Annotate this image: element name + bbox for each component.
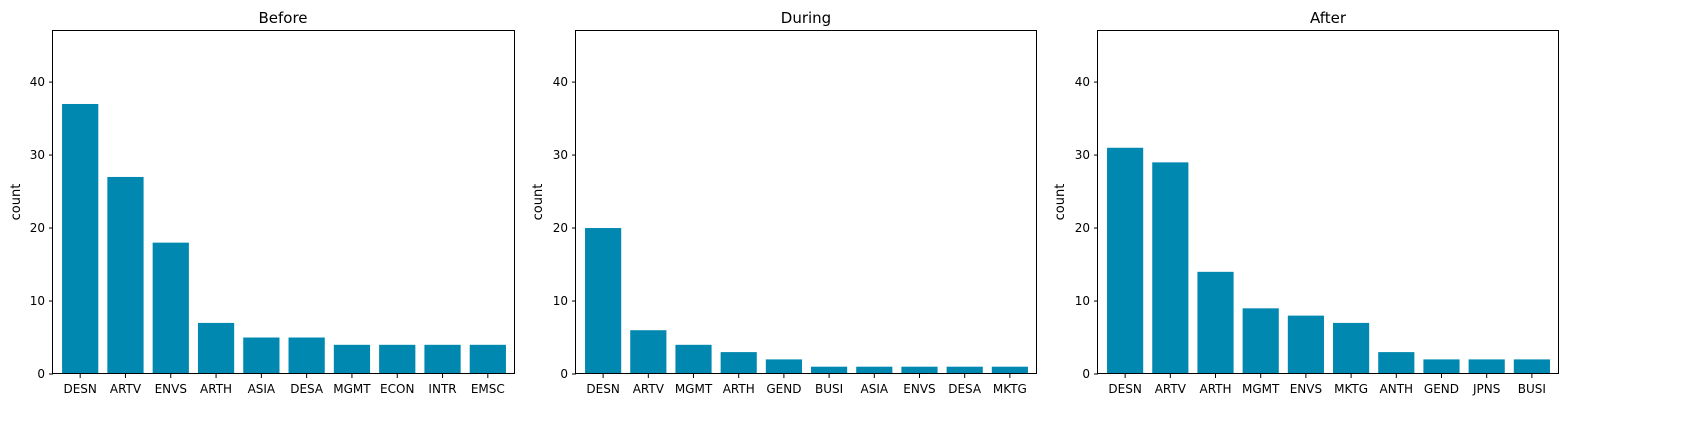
bar-envs [901,366,938,374]
bar-desn [62,103,99,374]
bar-mgmt [333,344,371,374]
axes-frame [1097,30,1559,374]
panel-during: During count DESN ARTV MGMT ARTH GEND BUSI ASI… [531,9,1037,396]
bar-asia [856,366,893,374]
x-tick-label: MKTG [1334,382,1368,396]
bar-group [585,228,1028,374]
y-tick-label: 30 [1075,148,1090,162]
x-tick-label: ARTH [723,382,755,396]
bar-group [62,103,506,374]
y-tick-label: 30 [553,148,568,162]
x-tick-label: ARTV [1155,382,1187,396]
x-tick-label: MGMT [1242,382,1280,396]
bar-busi [1513,359,1550,374]
y-tick-label: 40 [30,75,45,89]
panel-after: After count DESN ARTV ARTH MGMT ENVS MKTG ANTH… [1053,9,1559,396]
x-tick-label: ARTV [633,382,665,396]
bar-envs [1287,315,1324,374]
bar-intr [424,344,461,374]
bar-mktg [1333,322,1370,374]
x-tick-label: DESN [1108,382,1141,396]
bar-mgmt [675,344,712,374]
y-tick-label: 20 [553,221,568,235]
x-tick-label: ASIA [248,382,276,396]
x-tick-label: ASIA [861,382,889,396]
y-tick-label: 0 [560,367,568,381]
bar-jpns [1468,359,1505,374]
bar-group [1107,147,1550,374]
x-tick-label: GEND [1424,382,1459,396]
bar-artv [1152,162,1189,374]
x-tick-label: INTR [428,382,456,396]
x-tick-label: ENVS [903,382,935,396]
panel-title: Before [258,9,307,27]
x-tick-label: ARTH [1199,382,1231,396]
x-tick-label: ARTH [200,382,232,396]
bar-desn [1107,147,1144,374]
bar-anth [1378,352,1415,374]
x-tick-label: ENVS [155,382,187,396]
x-tick-label: MKTG [993,382,1027,396]
bar-artv [630,330,667,374]
y-tick-label: 10 [1075,294,1090,308]
bar-desn [585,228,622,374]
y-tick-label: 0 [37,367,45,381]
x-tick-label: EMSC [471,382,505,396]
y-tick-label: 40 [553,75,568,89]
y-tick-label: 40 [1075,75,1090,89]
axes-frame [52,30,515,374]
x-tick-label: DESA [948,382,982,396]
x-tick-label: MGMT [333,382,371,396]
bar-desa [946,366,983,374]
bar-envs [152,242,189,374]
bar-gend [1423,359,1460,374]
x-tick-label: DESA [290,382,324,396]
x-tick-label: BUSI [1518,382,1546,396]
x-tick-label: DESN [586,382,619,396]
bar-busi [811,366,848,374]
y-tick-label: 0 [1082,367,1090,381]
y-tick-label: 10 [30,294,45,308]
y-tick-label: 20 [1075,221,1090,235]
x-tick-label: BUSI [815,382,843,396]
bar-emsc [469,344,506,374]
x-tick-label: DESN [63,382,96,396]
x-tick-label: ANTH [1380,382,1414,396]
x-tick-label: GEND [766,382,801,396]
bar-artv [107,176,144,374]
y-tick-label: 10 [553,294,568,308]
bar-arth [1197,271,1234,374]
bar-mktg [991,366,1028,374]
panel-before: Before count DESN ARTV ENVS ARTH ASIA DESA MGM… [9,9,515,396]
tick-group: DESN ARTV ENVS ARTH ASIA DESA MGMT ECON INTR EMSC… [30,75,505,396]
bar-asia [243,337,280,374]
panel-title: After [1310,9,1347,27]
y-tick-label: 20 [30,221,45,235]
x-tick-label: ENVS [1290,382,1322,396]
y-axis-label: count [1053,184,1068,221]
bar-arth [720,352,757,374]
panel-title: During [781,9,831,27]
bar-gend [765,359,802,374]
axes-frame [575,30,1037,374]
y-tick-label: 30 [30,148,45,162]
tick-group: DESN ARTV ARTH MGMT ENVS MKTG ANTH GEND JPNS BUSI… [1075,75,1546,396]
bar-desa [288,337,325,374]
bar-econ [379,344,416,374]
x-tick-label: MGMT [675,382,713,396]
tick-group: DESN ARTV MGMT ARTH GEND BUSI ASIA ENVS DESA MKTG… [553,75,1027,396]
x-tick-label: ARTV [110,382,142,396]
bar-mgmt [1242,308,1279,374]
y-axis-label: count [9,184,24,221]
x-tick-label: JPNS [1472,382,1500,396]
x-tick-label: ECON [380,382,414,396]
y-axis-label: count [531,184,546,221]
bar-arth [197,322,235,374]
